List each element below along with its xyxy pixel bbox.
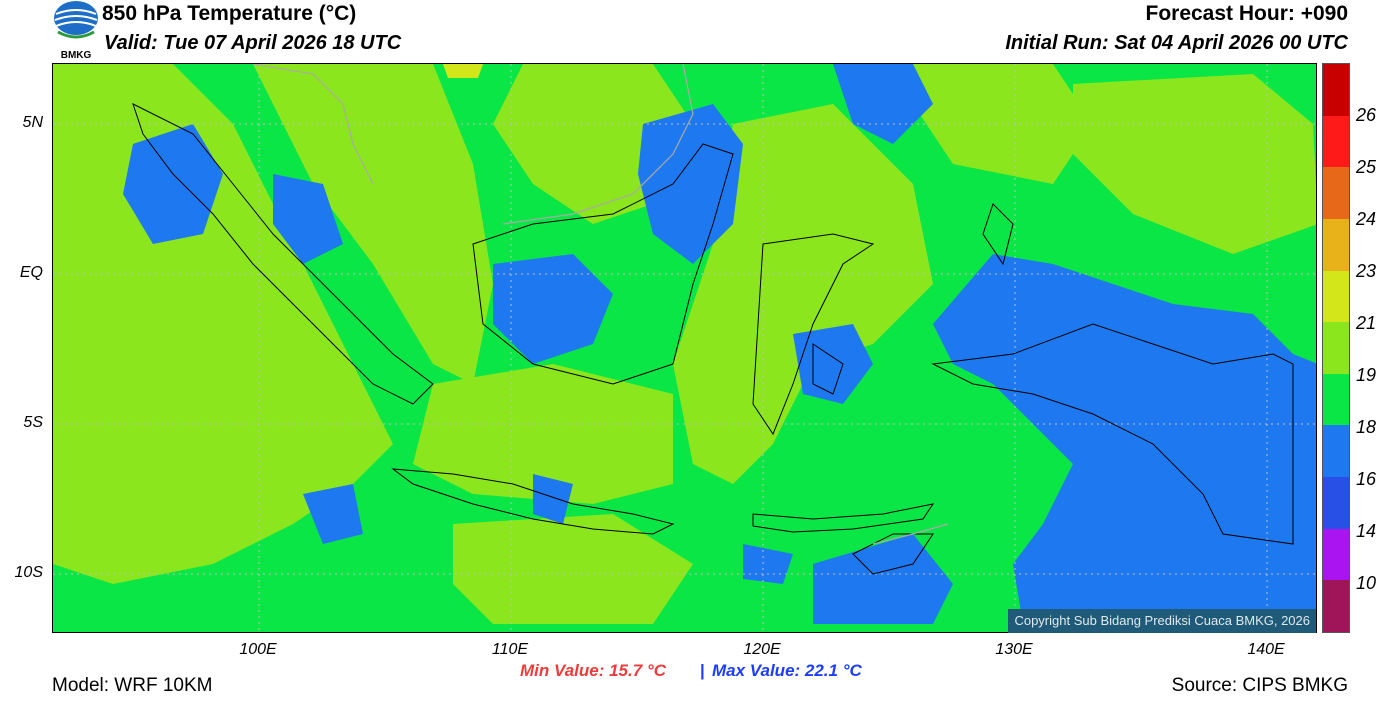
stats-separator: | — [700, 661, 705, 680]
colorbar-label: 21 — [1356, 313, 1377, 333]
colorbar-label: 14 — [1356, 521, 1377, 541]
colorbar-label: 10 — [1356, 573, 1377, 593]
lat-label-5s: 5S — [23, 414, 43, 431]
lon-label-130e: 130E — [995, 641, 1033, 658]
colorbar-segment — [1323, 477, 1349, 529]
colorbar-segment — [1323, 528, 1349, 581]
colorbar-segment — [1323, 270, 1349, 323]
colorbar-segment — [1323, 425, 1349, 477]
colorbar-label: 23 — [1356, 261, 1377, 281]
colorbar-label: 18 — [1356, 417, 1377, 437]
valid-time: Valid: Tue 07 April 2026 18 UTC — [104, 32, 402, 54]
chart-title: 850 hPa Temperature (°C) — [102, 2, 357, 25]
colorbar-segment — [1323, 64, 1349, 116]
forecast-hour: Forecast Hour: +090 — [1145, 2, 1349, 25]
colorbar — [1322, 63, 1350, 633]
colorbar-segment — [1323, 322, 1349, 374]
lat-label-10s: 10S — [14, 564, 43, 581]
colorbar-label: 26 — [1356, 105, 1377, 125]
lon-label-100e: 100E — [239, 641, 277, 658]
lat-label-5n: 5N — [22, 114, 43, 131]
lon-label-120e: 120E — [743, 641, 781, 658]
colorbar-segment — [1323, 580, 1349, 632]
colorbar-label: 19 — [1356, 365, 1377, 385]
min-value: Min Value: 15.7 °C — [520, 661, 666, 680]
bmkg-logo: BMKG — [52, 0, 100, 62]
lat-label-eq: EQ — [19, 264, 43, 281]
colorbar-segment — [1323, 373, 1349, 426]
lon-label-140e: 140E — [1247, 641, 1285, 658]
lon-label-110e: 110E — [491, 641, 529, 658]
model-name: Model: WRF 10KM — [52, 675, 213, 696]
colorbar-label: 25 — [1356, 157, 1377, 177]
data-source: Source: CIPS BMKG — [1171, 675, 1348, 696]
logo-text: BMKG — [61, 50, 92, 61]
colorbar-segment — [1323, 218, 1349, 271]
initial-run: Initial Run: Sat 04 April 2026 00 UTC — [1005, 32, 1348, 54]
colorbar-label: 16 — [1356, 469, 1377, 489]
colorbar-label: 24 — [1356, 209, 1377, 229]
colorbar-segment — [1323, 167, 1349, 219]
temperature-map — [52, 63, 1317, 633]
copyright-notice: Copyright Sub Bidang Prediksi Cuaca BMKG… — [1008, 609, 1316, 633]
max-value: Max Value: 22.1 °C — [712, 661, 862, 680]
colorbar-segment — [1323, 115, 1349, 168]
